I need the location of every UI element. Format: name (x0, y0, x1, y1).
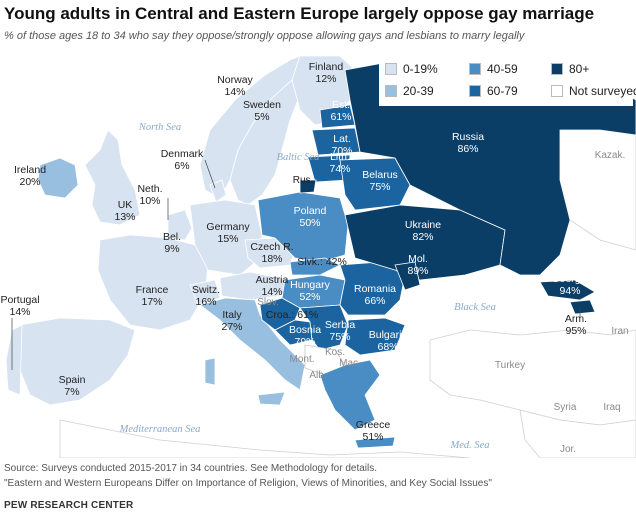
country-label-poland: Poland 50% (294, 205, 327, 229)
land-crete (354, 436, 396, 449)
source-note: Source: Surveys conducted 2015-2017 in 3… (4, 463, 378, 474)
land-moldova (394, 261, 421, 291)
country-label-bosnia: Bosnia 79% (289, 324, 321, 348)
country-label-est: Est. 61% (330, 99, 351, 123)
land-spain (17, 317, 136, 406)
land-armenia (569, 299, 596, 315)
report-title: "Eastern and Western Europeans Differ on… (4, 478, 492, 489)
land-switzerland (189, 279, 221, 306)
country-label-portugal: Portugal 14% (0, 294, 39, 318)
land-north-africa (59, 419, 471, 458)
land-portugal (5, 324, 23, 396)
sea-north: North Sea (138, 122, 181, 133)
country-label-georgia: Georgia 94% (551, 273, 589, 297)
country-label-belarus: Belarus 75% (362, 169, 398, 193)
sea-black: Black Sea (454, 302, 496, 313)
map-legend: 0-19% 40-59 80+ 20-39 60-79 Not surveyed (379, 56, 636, 106)
legend-item: 20-39 (385, 84, 434, 98)
place-iraq: Iraq (603, 402, 620, 413)
country-labels: Norway 14% Finland 12% Sweden 5% Est. 61% Lat. 70… (0, 61, 588, 443)
country-label-uk: UK 13% (114, 199, 135, 223)
country-label-mol: Mol. 89% (407, 253, 428, 277)
unlabeled-mac: Mac. (339, 358, 361, 369)
country-label-russia: Russia 86% (452, 131, 484, 155)
land-poland (257, 191, 349, 263)
country-label-austria: Austria 14% (256, 274, 289, 298)
place-syria: Syria (554, 402, 577, 413)
country-label-bulgaria: Bulgaria 68% (369, 329, 408, 353)
land-georgia (539, 279, 596, 301)
unlabeled-alb: Alb. (309, 370, 326, 381)
land-sicily (257, 391, 286, 406)
land-italy (199, 297, 306, 391)
place-turkey: Turkey (495, 360, 525, 371)
country-label-hungary: Hungary 52% (290, 279, 330, 303)
sea-baltic: Baltic Sea (277, 152, 320, 163)
land-bulgaria (344, 317, 406, 356)
land-ireland (37, 157, 79, 199)
unlabeled-slov: Slov. (257, 297, 279, 308)
legend-item: Not surveyed (551, 84, 636, 98)
country-label-neth: Neth. 10% (137, 183, 162, 207)
legend-item: 40-59 (469, 62, 518, 76)
country-label-lat: Lat. 70% (331, 133, 352, 157)
country-label-sweden: Sweden 5% (243, 99, 281, 123)
legend-swatch (469, 63, 481, 75)
land-uk (84, 129, 141, 226)
unlabeled-kos: Kos. (325, 347, 345, 358)
legend-swatch (551, 63, 563, 75)
sea-med: Med. Sea (449, 440, 489, 451)
country-label-serbia: Serbia 75% (325, 319, 356, 343)
country-label-norway: Norway 14% (217, 74, 253, 98)
country-label-romania: Romania 66% (354, 283, 396, 307)
country-label-bel: Bel. 9% (163, 231, 181, 255)
country-label-croa: Croa.: 61% (266, 309, 319, 321)
country-label-spain: Spain 7% (59, 374, 86, 398)
place-kazak: Kazak. (595, 150, 626, 161)
land-ukraine (344, 204, 506, 281)
legend-item: 80+ (551, 62, 589, 76)
land-middle-east (519, 409, 636, 458)
sea-mediterranean: Mediterranean Sea (119, 424, 201, 435)
legend-swatch (385, 63, 397, 75)
country-label-lith: Lith. 74% (329, 151, 350, 175)
unlabeled-rus: Rus. (293, 175, 314, 186)
land-slovakia (289, 257, 341, 276)
legend-item: 0-19% (385, 62, 438, 76)
country-label-finland: Finland 12% (309, 61, 344, 85)
country-label-slvk: Slvk.: 42% (297, 256, 347, 268)
country-label-italy: Italy 27% (221, 309, 242, 333)
country-label-greece: Greece 51% (356, 419, 391, 443)
chart-subtitle: % of those ages 18 to 34 who say they op… (4, 30, 525, 42)
unlabeled-mont: Mont. (289, 354, 314, 365)
denmark-leader (204, 159, 216, 189)
country-label-germany: Germany 15% (206, 221, 250, 245)
brand-logo: PEW RESEARCH CENTER (4, 500, 134, 511)
country-label-ukraine: Ukraine 82% (405, 219, 441, 243)
land-sardinia (204, 357, 216, 386)
place-iran: Iran (611, 326, 628, 337)
country-label-switz: Switz. 16% (192, 284, 220, 308)
country-label-denmark: Denmark 6% (161, 148, 204, 172)
europe-map: North Sea Baltic Sea Black Sea Mediterra… (0, 48, 636, 458)
land-greece (319, 359, 381, 431)
country-label-czech-r: Czech R. 18% (250, 241, 293, 265)
legend-swatch (385, 85, 397, 97)
country-label-arm: Arm. 95% (565, 313, 587, 337)
land-serbia (299, 304, 349, 351)
legend-swatch (469, 85, 481, 97)
legend-item: 60-79 (469, 84, 518, 98)
legend-swatch (551, 85, 563, 97)
land-netherlands-belgium (167, 209, 193, 241)
place-jor: Jor. (560, 444, 576, 455)
land-kaliningrad (299, 179, 317, 194)
country-label-ireland: Ireland 20% (14, 164, 46, 188)
chart-title: Young adults in Central and Eastern Euro… (4, 4, 595, 23)
country-label-france: France 17% (136, 284, 169, 308)
land-france (97, 234, 209, 331)
